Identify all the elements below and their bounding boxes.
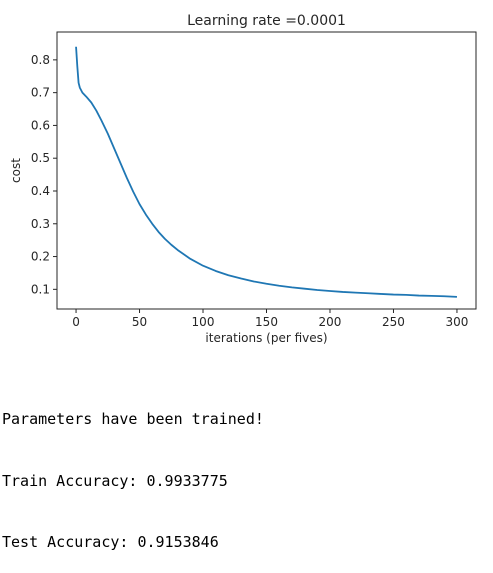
chart-title: Learning rate =0.0001 bbox=[187, 13, 346, 29]
x-tick-label: 300 bbox=[446, 315, 469, 329]
y-tick-label: 0.4 bbox=[31, 184, 50, 198]
output-line-test-accuracy: Test Accuracy: 0.9153846 bbox=[2, 533, 219, 551]
y-axis: 0.1 0.2 0.3 0.4 0.5 0.6 0.7 0.8 bbox=[31, 53, 57, 296]
cost-chart: Learning rate =0.0001 0 50 100 150 200 250 300… bbox=[9, 13, 477, 345]
cost-series-line bbox=[75, 46, 457, 298]
plot-frame bbox=[56, 31, 477, 310]
y-tick-label: 0.8 bbox=[31, 53, 50, 67]
x-tick-label: 200 bbox=[319, 315, 342, 329]
x-axis-label: iterations (per fives) bbox=[205, 331, 327, 345]
x-axis: 0 50 100 150 200 250 300 bbox=[72, 309, 468, 329]
x-tick-label: 250 bbox=[382, 315, 405, 329]
x-tick-label: 100 bbox=[192, 315, 215, 329]
y-tick-label: 0.6 bbox=[31, 118, 50, 132]
y-axis-label: cost bbox=[9, 158, 23, 183]
y-tick-label: 0.5 bbox=[31, 151, 50, 165]
x-tick-label: 0 bbox=[72, 315, 80, 329]
output-line-status: Parameters have been trained! bbox=[2, 410, 264, 428]
x-tick-label: 150 bbox=[255, 315, 278, 329]
y-tick-label: 0.2 bbox=[31, 250, 50, 264]
training-output: Parameters have been trained! Train Accu… bbox=[2, 368, 264, 573]
y-tick-label: 0.3 bbox=[31, 217, 50, 231]
y-tick-label: 0.7 bbox=[31, 86, 50, 100]
output-line-train-accuracy: Train Accuracy: 0.9933775 bbox=[2, 471, 228, 490]
x-tick-label: 50 bbox=[132, 315, 147, 329]
y-tick-label: 0.1 bbox=[31, 282, 50, 296]
